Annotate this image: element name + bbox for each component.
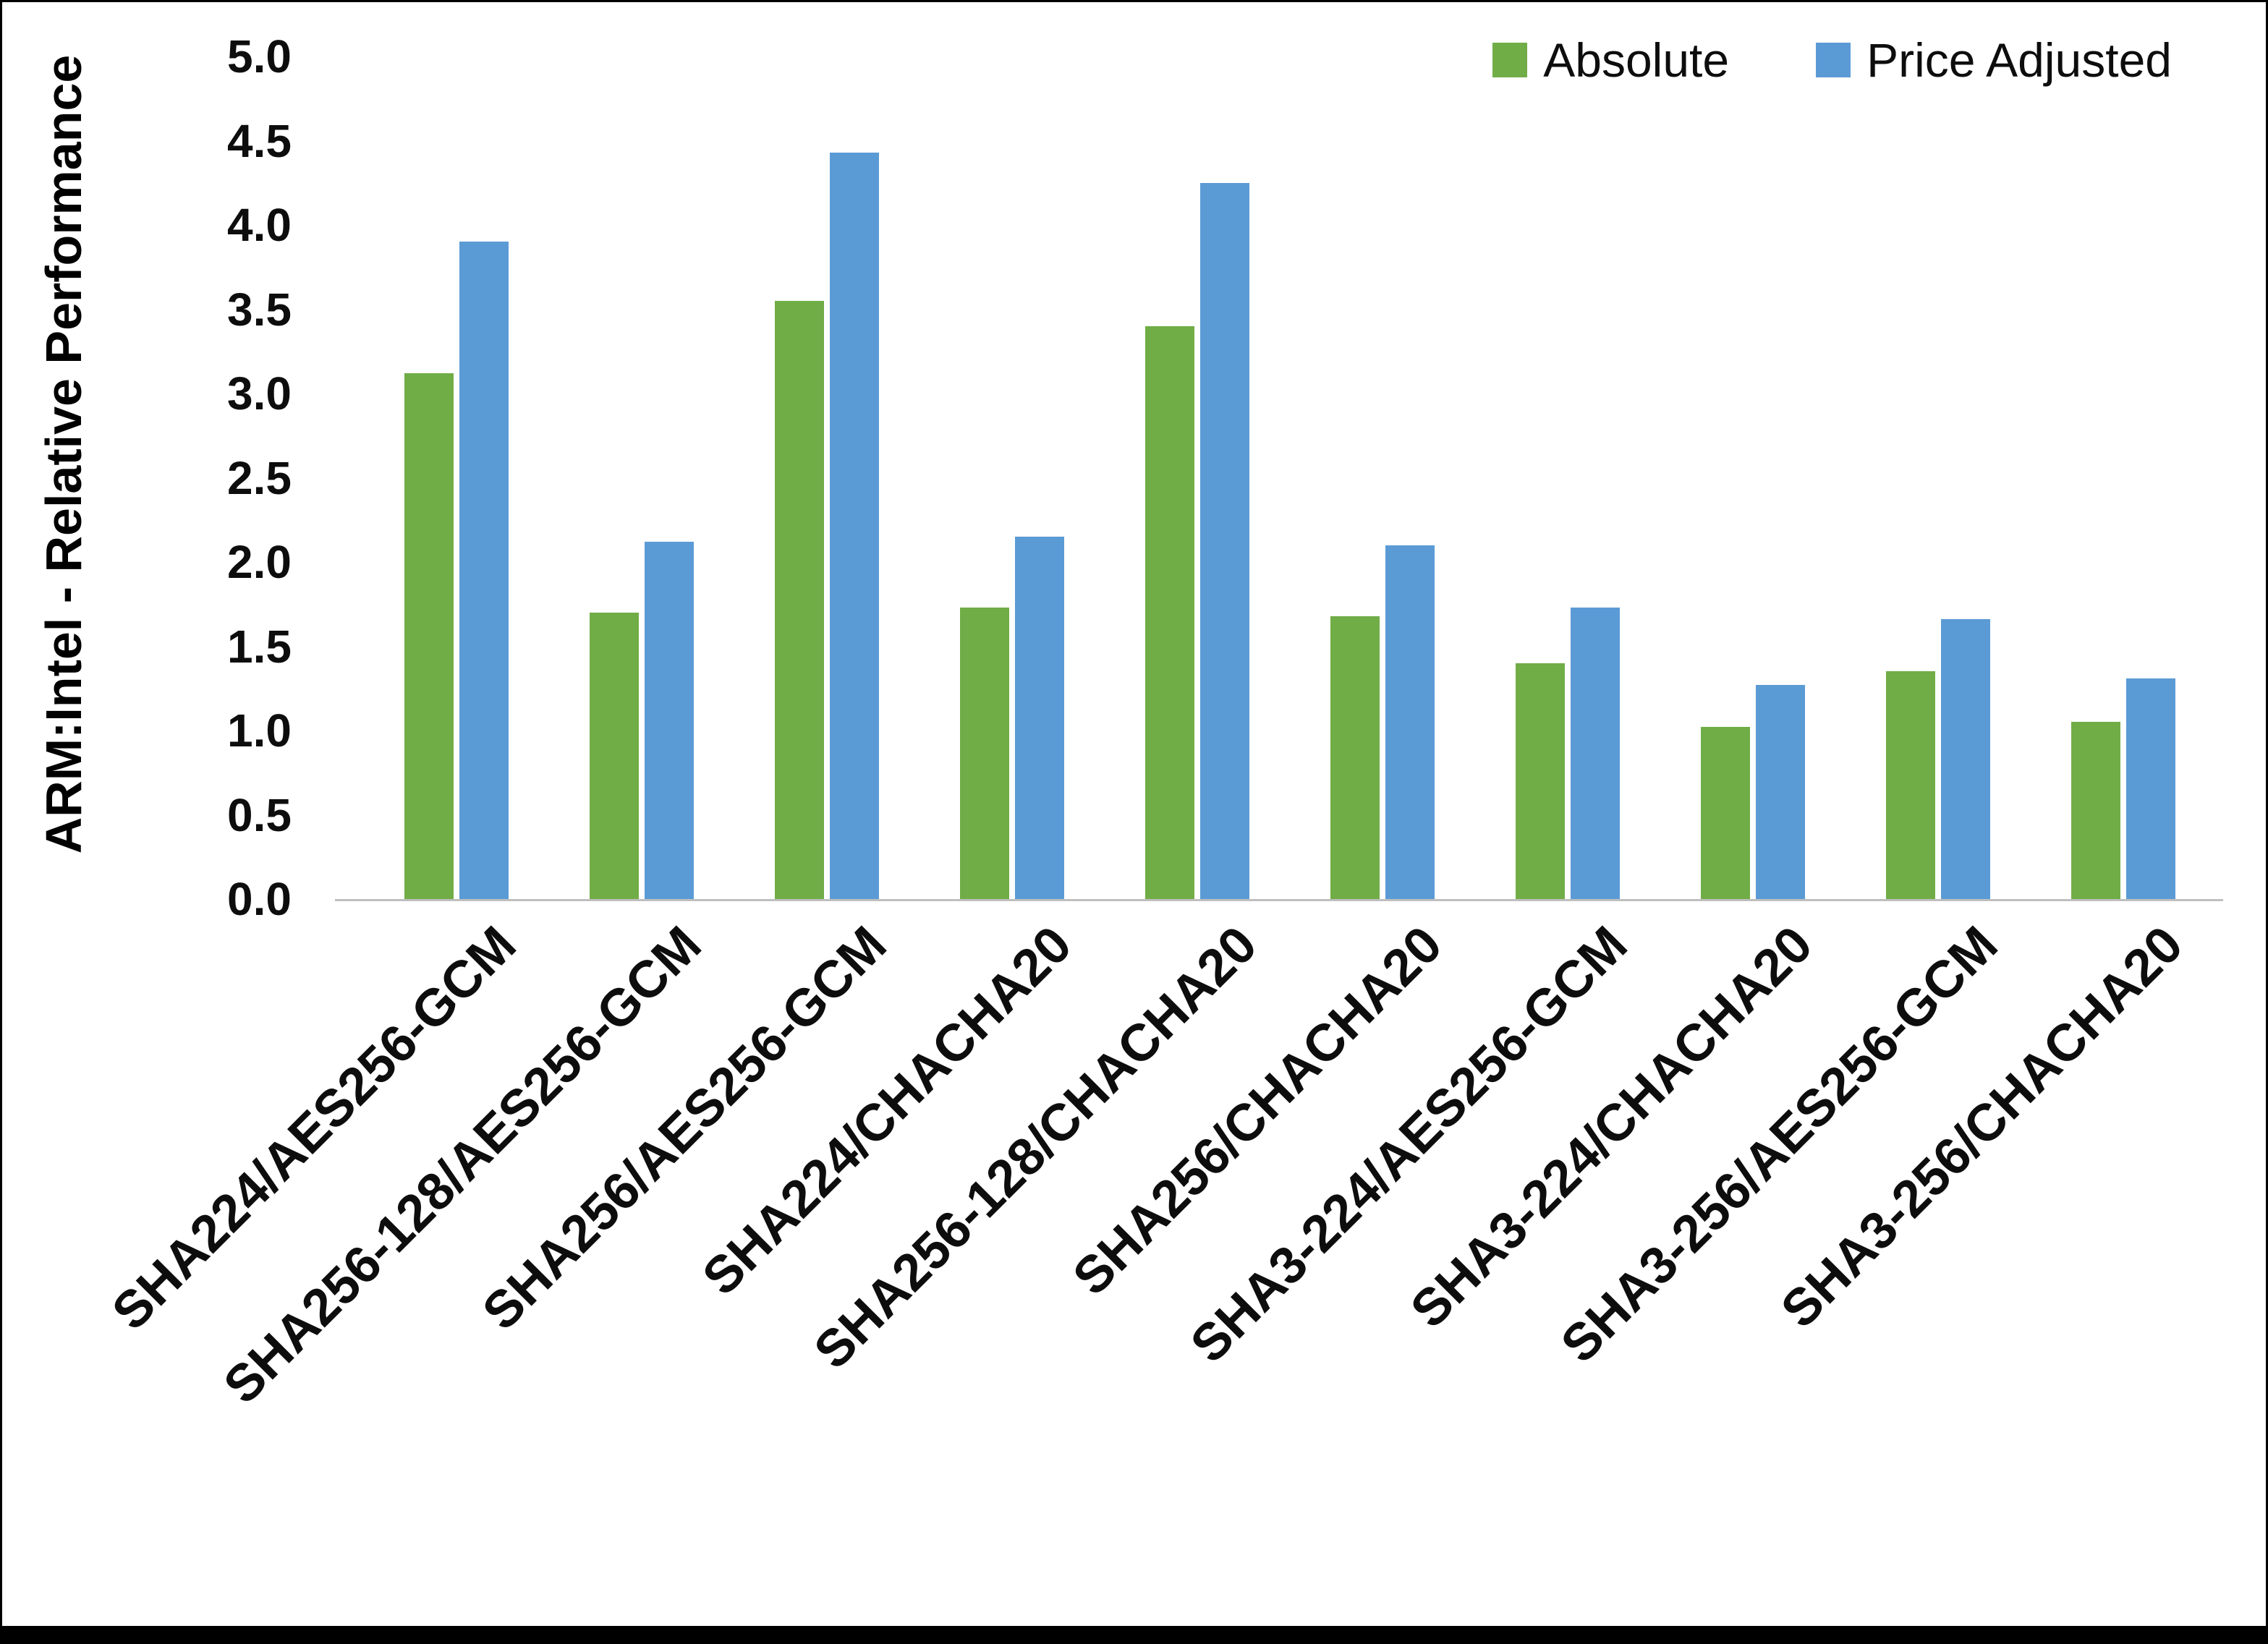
bar-absolute (1516, 663, 1565, 899)
bar-absolute (590, 612, 639, 899)
y-tick-label: 1.0 (227, 704, 292, 757)
bar-price-adjusted (830, 152, 879, 899)
y-tick-label: 2.0 (227, 536, 292, 588)
legend-swatch-price-adjusted (1816, 43, 1851, 77)
bar-absolute (2071, 722, 2120, 899)
bar-price-adjusted (1385, 545, 1435, 899)
y-tick-label: 4.0 (227, 199, 292, 251)
y-tick-label: 1.5 (227, 620, 292, 673)
y-tick-label: 3.0 (227, 367, 292, 419)
bar-absolute (1330, 616, 1380, 899)
bar-price-adjusted (1941, 619, 1990, 899)
bar-absolute (1701, 727, 1750, 899)
bar-price-adjusted (645, 542, 694, 899)
bar-price-adjusted (459, 242, 509, 899)
x-category-label-text: SHA256/CHACHA20 (1061, 915, 1453, 1307)
bar-absolute (404, 373, 454, 899)
x-axis-line (335, 899, 2223, 901)
bar-absolute (960, 607, 1009, 899)
bar-price-adjusted (1571, 607, 1620, 899)
bottom-border-bar (2, 1626, 2266, 1642)
bar-price-adjusted (2126, 678, 2175, 899)
bar-price-adjusted (1756, 685, 1805, 899)
bar-price-adjusted (1015, 537, 1064, 899)
legend-label-absolute: Absolute (1543, 33, 1730, 87)
y-tick-label: 5.0 (227, 30, 292, 82)
y-tick-label: 0.0 (227, 873, 292, 925)
y-tick-label: 4.5 (227, 114, 292, 167)
legend-label-price-adjusted: Price Adjusted (1866, 33, 2172, 87)
legend-item-absolute: Absolute (1492, 33, 1729, 88)
bar-absolute (1886, 671, 1935, 899)
bar-absolute (775, 300, 824, 899)
y-tick-label: 3.5 (227, 283, 292, 336)
y-tick-label: 2.5 (227, 451, 292, 504)
legend-swatch-absolute (1492, 43, 1528, 77)
y-tick-label: 0.5 (227, 788, 292, 841)
x-category-label-text: SHA224/CHACHA20 (691, 915, 1083, 1307)
bar-absolute (1145, 325, 1194, 899)
legend: Absolute Price Adjusted (1492, 33, 2172, 88)
bar-price-adjusted (1200, 182, 1249, 899)
legend-item-price-adjusted: Price Adjusted (1816, 33, 2172, 88)
